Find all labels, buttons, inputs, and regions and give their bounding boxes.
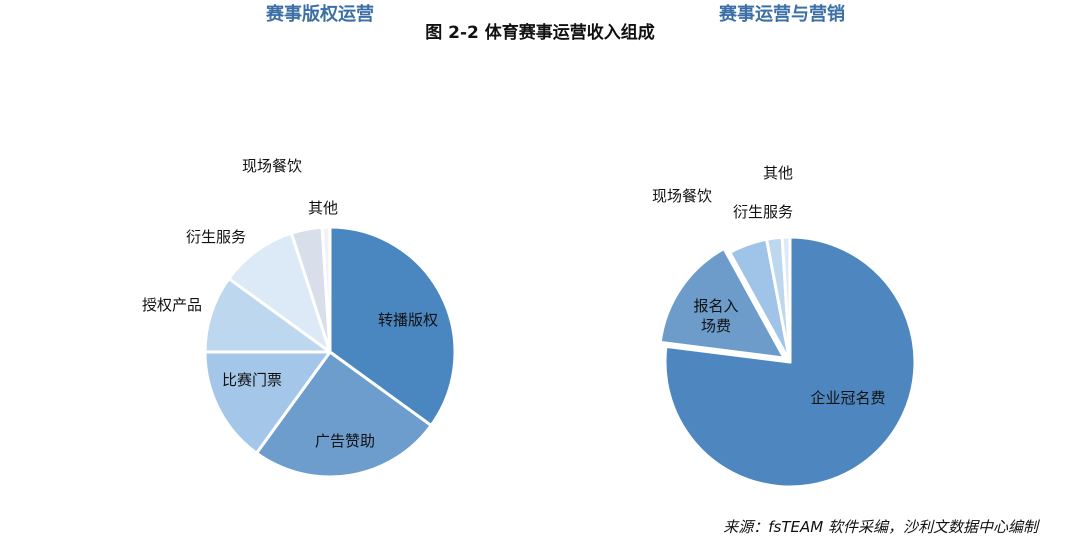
slice-label: 衍生服务: [185, 228, 247, 246]
slice-label: 其他: [307, 199, 339, 217]
pie-slice: [255, 350, 433, 479]
chart-title: 赛事版权运营: [266, 4, 374, 25]
slice-label: 现场餐饮: [651, 187, 713, 205]
slice-label: 报名入场费: [693, 297, 739, 335]
source-note: 来源：fsTEAM 软件采编，沙利文数据中心编制: [723, 518, 1038, 536]
chart-title: 赛事运营与营销: [719, 4, 845, 25]
page-title: 图 2-2 体育赛事运营收入组成: [425, 23, 655, 43]
slice-label: 其他: [762, 164, 794, 182]
pie-slice: [203, 350, 332, 455]
slice-label: 比赛门票: [221, 371, 283, 389]
pie-slice: [658, 247, 786, 360]
pie-slice: [320, 225, 332, 354]
slice-label: 广告赞助: [314, 432, 376, 450]
pie-slice: [227, 231, 332, 354]
slice-label: 转播版权: [377, 311, 439, 329]
slice-label: 企业冠名费: [810, 389, 886, 407]
pie-slice: [328, 225, 457, 427]
slice-label: 衍生服务: [732, 203, 794, 221]
pie-slice: [203, 277, 332, 354]
pie-slice: [780, 235, 792, 364]
slice-label: 授权产品: [141, 296, 203, 314]
slice-label: 现场餐饮: [241, 157, 303, 175]
